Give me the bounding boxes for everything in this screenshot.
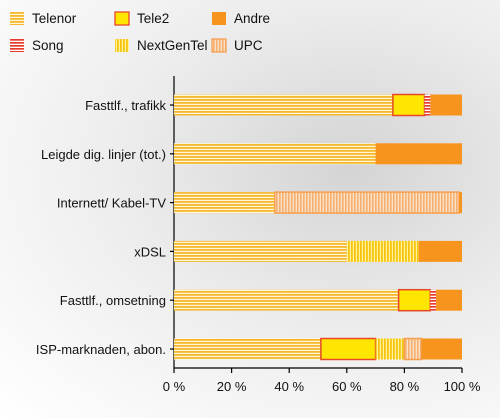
category-label: Fasttlf., omsetning xyxy=(60,293,166,308)
bar-segment-nextgentel xyxy=(346,240,419,262)
bar-segment-andre xyxy=(375,143,462,165)
x-axis: 0 % 20 % 40 % 60 % 80 % 100 % xyxy=(163,76,481,394)
bar-row-fasttlf-trafikk: Fasttlf., trafikk xyxy=(85,93,462,117)
bar-segment-andre xyxy=(459,192,462,214)
bar-row-internett-kabel-tv: Internett/ Kabel-TV xyxy=(57,191,462,214)
x-tick-label: 0 % xyxy=(163,379,186,394)
category-label: Internett/ Kabel-TV xyxy=(57,196,166,211)
bar-row-xdsl: xDSL xyxy=(134,240,462,262)
bar-segment-andre xyxy=(430,94,462,116)
bar-segment-tele2 xyxy=(397,288,432,312)
bar-segment-andre xyxy=(436,289,462,311)
category-label: xDSL xyxy=(134,244,166,259)
legend-swatch-andre xyxy=(212,12,226,25)
bar-segment-telenor xyxy=(174,143,376,165)
bars: Fasttlf., trafikk Leigde dig. linjer (tot… xyxy=(36,93,462,361)
x-tick-label: 80 % xyxy=(390,379,420,394)
category-label: Fasttlf., trafikk xyxy=(85,98,166,113)
x-tick-label: 20 % xyxy=(217,379,247,394)
legend-label-song: Song xyxy=(32,38,64,53)
bar-segment-nextgentel xyxy=(375,338,405,360)
bar-segment-telenor xyxy=(174,289,399,311)
bar-segment-upc xyxy=(403,337,423,361)
legend-item-telenor: Telenor xyxy=(10,11,77,26)
legend-swatch-tele2 xyxy=(114,11,130,26)
legend-item-nextgentel: NextGenTel xyxy=(115,38,208,53)
x-tick-label: 100 % xyxy=(444,379,481,394)
bar-row-leigde-dig-linjer-tot: Leigde dig. linjer (tot.) xyxy=(41,143,462,165)
legend-swatch-nextgentel xyxy=(115,39,129,52)
legend-label-nextgentel: NextGenTel xyxy=(137,38,208,53)
legend-item-andre: Andre xyxy=(212,11,270,26)
legend: Telenor Tele2 Andre Song NextGenTel UPC xyxy=(10,11,270,53)
x-tick-label: 40 % xyxy=(274,379,304,394)
legend-swatch-upc xyxy=(211,38,227,53)
legend-item-tele2: Tele2 xyxy=(114,11,169,26)
bar-row-isp-marknaden-abon: ISP-marknaden, abon. xyxy=(36,337,462,361)
bar-segment-song xyxy=(424,94,431,116)
legend-swatch-telenor xyxy=(10,12,24,25)
category-label: ISP-marknaden, abon. xyxy=(36,342,166,357)
bar-segment-tele2 xyxy=(320,337,377,361)
legend-swatch-song xyxy=(10,39,24,52)
bar-row-fasttlf-omsetning: Fasttlf., omsetning xyxy=(60,288,462,312)
bar-segment-upc xyxy=(274,191,460,214)
bar-segment-telenor xyxy=(174,192,275,214)
legend-item-upc: UPC xyxy=(211,38,263,53)
x-tick-label: 60 % xyxy=(332,379,362,394)
legend-item-song: Song xyxy=(10,38,64,53)
bar-segment-telenor xyxy=(174,240,347,262)
bar-segment-andre xyxy=(421,338,462,360)
category-label: Leigde dig. linjer (tot.) xyxy=(41,147,166,162)
legend-label-telenor: Telenor xyxy=(32,11,77,26)
legend-label-andre: Andre xyxy=(234,11,270,26)
bar-segment-telenor xyxy=(174,338,321,360)
legend-label-upc: UPC xyxy=(234,38,263,53)
bar-segment-tele2 xyxy=(392,93,426,117)
bar-segment-song xyxy=(430,289,437,311)
legend-label-tele2: Tele2 xyxy=(137,11,169,26)
bar-segment-telenor xyxy=(174,94,393,116)
bar-segment-andre xyxy=(418,240,462,262)
